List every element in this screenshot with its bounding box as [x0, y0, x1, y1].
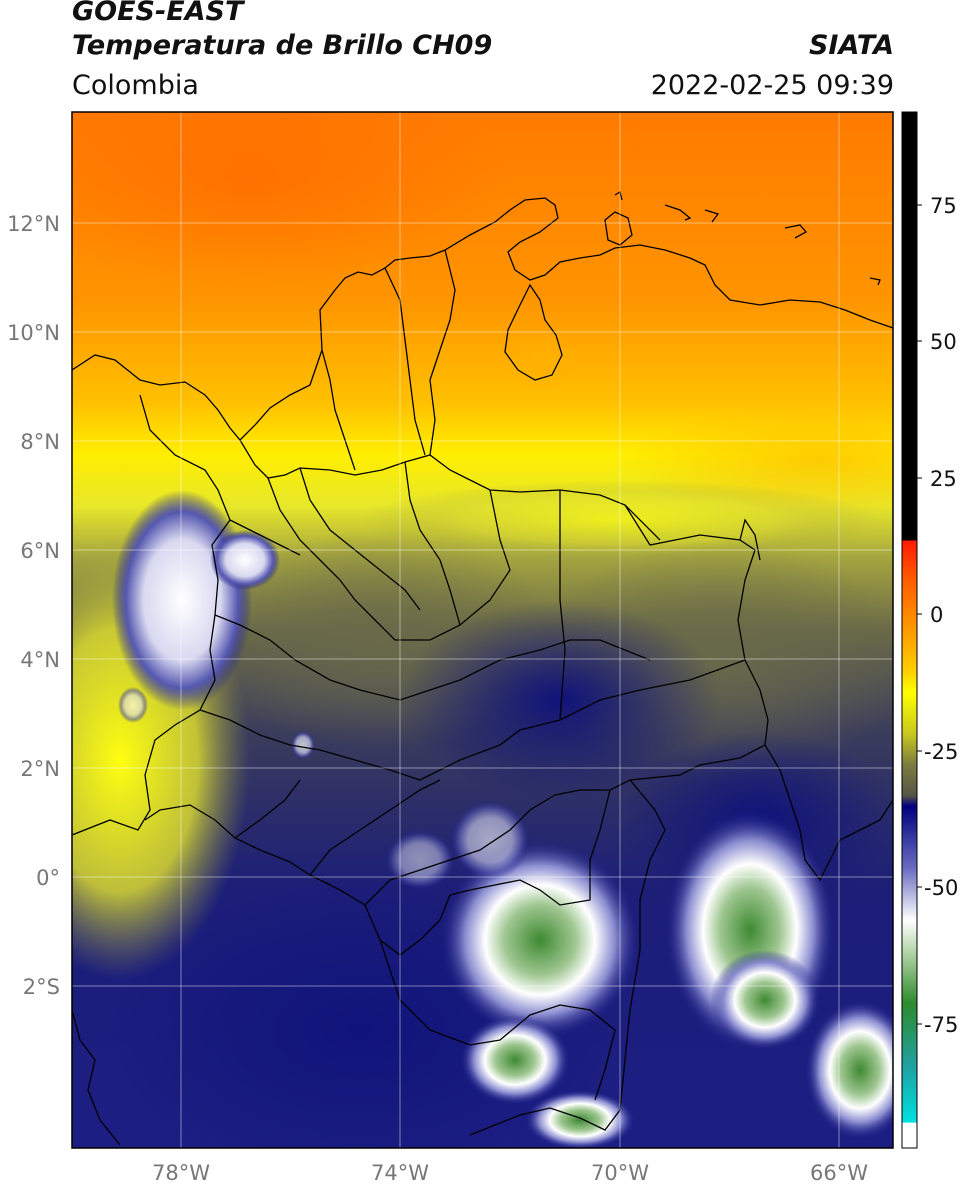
ecuador-coast	[72, 1009, 121, 1146]
brazil-border	[469, 779, 666, 1136]
colorbar-label: 25	[930, 467, 957, 491]
lon-tick-label: 74°W	[371, 1161, 429, 1185]
colorbar-label: 50	[930, 330, 957, 354]
borders-and-coastlines	[72, 190, 893, 1146]
pacific-coastline	[72, 394, 231, 836]
satellite-title: GOES-EAST	[72, 0, 244, 27]
colorbar-label: 75	[930, 194, 957, 218]
dept-lines-2	[267, 477, 511, 641]
lat-lon-grid	[72, 112, 893, 1148]
lat-tick-label: 10°N	[7, 321, 60, 345]
dept-lines-5	[234, 490, 566, 876]
lat-tick-label: 4°N	[20, 648, 60, 672]
lon-tick-label: 70°W	[591, 1161, 649, 1185]
dept-lines-3	[214, 519, 651, 701]
lat-tick-label: 0°	[36, 866, 60, 890]
venezuela-border	[624, 504, 893, 882]
lake-maracaibo	[504, 283, 563, 381]
lon-tick-label: 78°W	[152, 1161, 210, 1185]
lon-tick-label: 66°W	[810, 1161, 868, 1185]
agency-label: SIATA	[808, 30, 894, 61]
islands	[604, 190, 881, 286]
lat-tick-label: 8°N	[20, 430, 60, 454]
lat-tick-label: 2°S	[23, 975, 60, 999]
dept-lines-7	[299, 461, 461, 626]
lat-tick-labels: 12°N 10°N 8°N 6°N 4°N 2°N 0° 2°S	[7, 212, 60, 999]
lon-tick-labels: 78°W 74°W 70°W 66°W	[152, 1161, 868, 1185]
dept-lines-4	[199, 659, 746, 781]
colorbar-label: -75	[924, 1013, 958, 1037]
lat-tick-label: 12°N	[7, 212, 60, 236]
colorbar-labels: 75 50 25 0 -25 -50 -75	[924, 194, 958, 1037]
colorbar-label: -25	[924, 740, 958, 764]
region-label: Colombia	[72, 70, 199, 101]
map-frame	[71, 111, 894, 1149]
colorbar-label: -50	[924, 876, 958, 900]
peru-border	[379, 939, 616, 1101]
dept-lines-1	[321, 249, 456, 471]
caribbean-coastline	[72, 197, 893, 441]
dept-lines-6	[364, 789, 610, 906]
colorbar-label: 0	[930, 603, 943, 627]
brightness-temperature-field	[72, 112, 893, 1148]
product-title: Temperatura de Brillo CH09	[72, 30, 493, 61]
colorbar-scale	[901, 111, 918, 1149]
colorbar-ticks	[917, 204, 922, 1025]
lat-tick-label: 6°N	[20, 539, 60, 563]
lat-tick-label: 2°N	[20, 757, 60, 781]
datetime-label: 2022-02-25 09:39	[650, 70, 894, 101]
